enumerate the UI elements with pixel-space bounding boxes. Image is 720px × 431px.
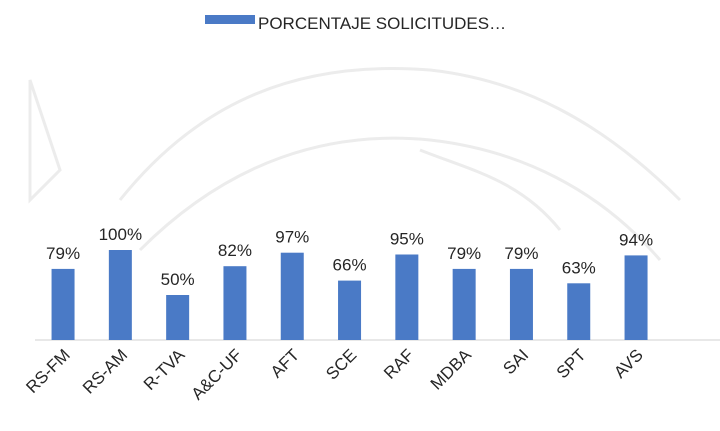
x-tick-label: RS-AM: [79, 345, 131, 397]
bar: [395, 254, 419, 340]
x-tick-label: SAI: [499, 345, 532, 378]
x-tick-label: AFT: [267, 345, 303, 381]
data-label: 66%: [333, 256, 367, 275]
x-tick-label: SPT: [553, 345, 590, 382]
data-label: 79%: [504, 244, 538, 263]
bar: [338, 280, 362, 340]
bar: [567, 283, 591, 340]
bar: [280, 252, 304, 340]
x-tick-label: AVS: [610, 345, 647, 382]
x-tick-label: RAF: [380, 345, 417, 382]
data-label: 97%: [275, 228, 309, 247]
bar: [223, 266, 247, 340]
bar: [51, 268, 75, 340]
bar: [624, 255, 648, 340]
x-tick-label: A&C-UF: [188, 345, 246, 403]
legend-swatch: [205, 15, 255, 24]
watermark: [28, 67, 682, 261]
data-label: 63%: [562, 258, 596, 277]
data-label: 95%: [390, 230, 424, 249]
x-tick-label: MDBA: [427, 345, 476, 394]
x-tick-label: SCE: [322, 345, 360, 383]
bar: [452, 268, 476, 340]
data-label: 94%: [619, 230, 653, 249]
x-tick-label: R-TVA: [140, 345, 189, 394]
data-label: 50%: [161, 270, 195, 289]
x-tick-label: RS-FM: [22, 345, 73, 396]
data-label: 79%: [447, 244, 481, 263]
bar: [108, 250, 132, 340]
data-label: 100%: [99, 225, 142, 244]
data-label: 79%: [46, 244, 80, 263]
bar: [509, 268, 533, 340]
legend-label: PORCENTAJE SOLICITUDES…: [258, 14, 506, 33]
bar: [166, 295, 190, 340]
data-label: 82%: [218, 241, 252, 260]
